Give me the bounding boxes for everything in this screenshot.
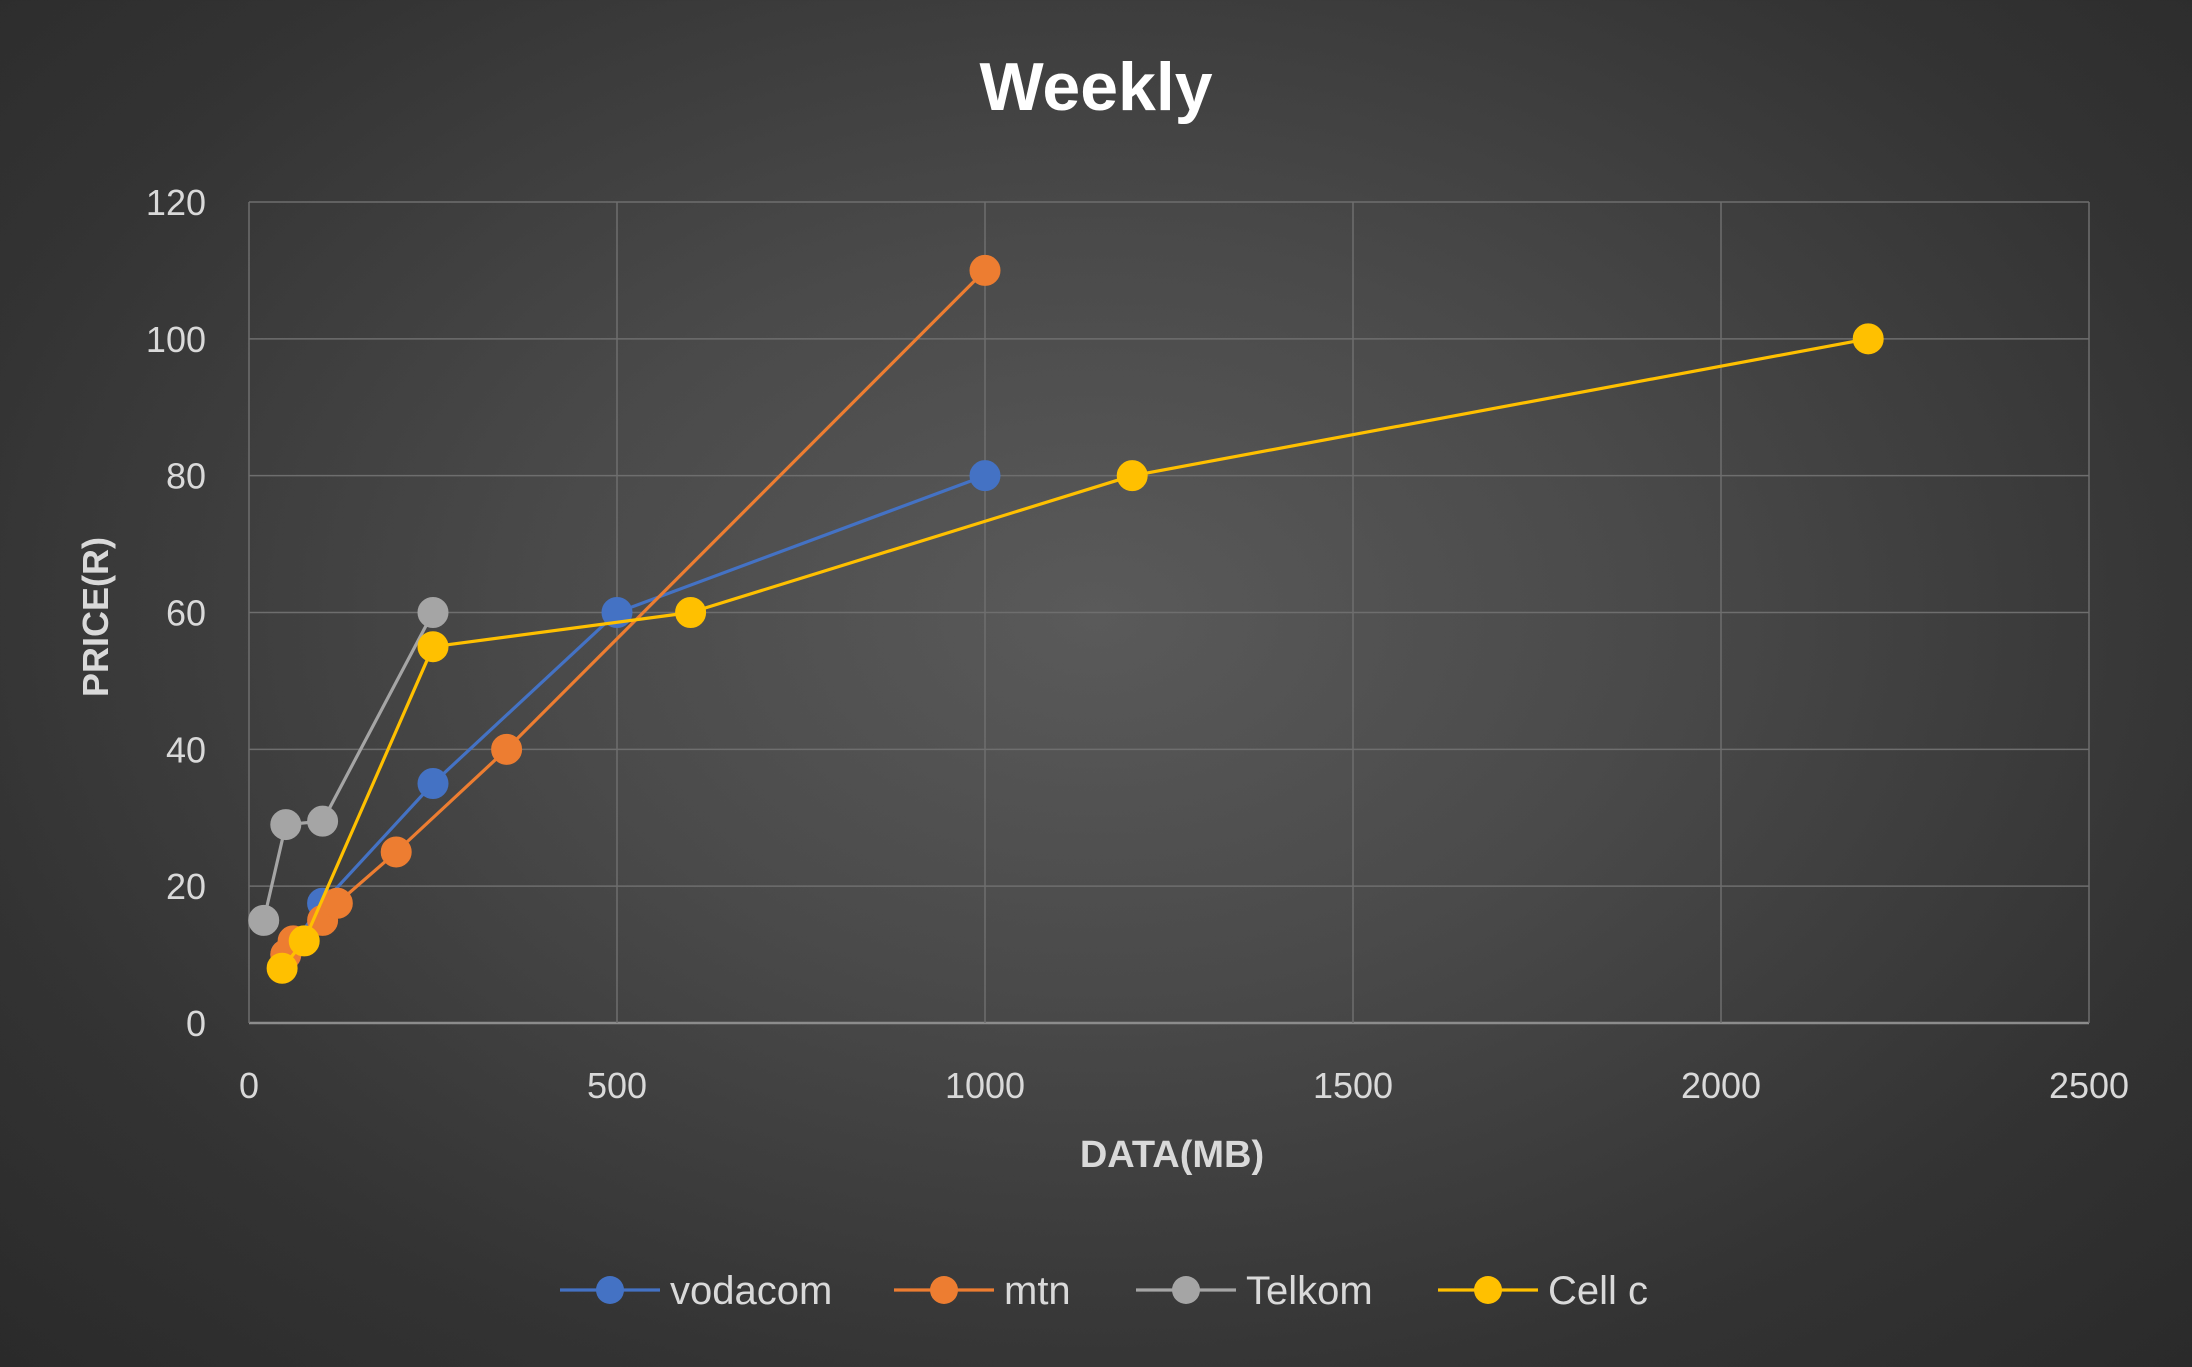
data-point-vodacom — [417, 768, 449, 800]
plot-area — [248, 254, 1884, 984]
legend-item-vodacom[interactable]: vodacom — [560, 1269, 832, 1313]
data-point-mtn — [491, 733, 523, 765]
legend-marker-mtn — [930, 1276, 958, 1304]
data-point-telkom — [248, 904, 280, 936]
data-point-telkom — [417, 597, 449, 628]
x-tick-label: 0 — [239, 1065, 259, 1106]
data-point-cell-c — [288, 925, 320, 957]
legend-item-cell-c[interactable]: Cell c — [1438, 1269, 1648, 1313]
legend-marker-telkom — [1172, 1276, 1200, 1304]
chart-title: Weekly — [979, 49, 1212, 125]
data-point-mtn — [380, 836, 412, 868]
x-tick-label: 1000 — [945, 1065, 1025, 1106]
data-point-cell-c — [675, 597, 707, 628]
series-line-vodacom — [284, 474, 986, 956]
x-tick-label: 2000 — [1681, 1065, 1761, 1106]
x-axis-title: DATA(MB) — [1080, 1134, 1264, 1176]
y-tick-label: 0 — [186, 1003, 206, 1044]
legend-item-mtn[interactable]: mtn — [894, 1269, 1071, 1313]
gridlines — [248, 201, 2090, 1025]
legend-item-telkom[interactable]: Telkom — [1136, 1269, 1373, 1313]
legend-label-mtn: mtn — [1004, 1269, 1071, 1313]
y-tick-label: 80 — [166, 456, 206, 497]
x-tick-label: 1500 — [1313, 1065, 1393, 1106]
x-tick-label: 500 — [587, 1065, 647, 1106]
axes: 0 20 40 60 80 100 120 0 500 1000 1500 2000 2500 — [146, 182, 2129, 1106]
series-line-cell-c — [280, 337, 1869, 970]
data-point-cell-c — [266, 952, 298, 984]
series-line-telkom — [262, 611, 435, 921]
legend: vodacom mtn Telkom Cell c — [560, 1269, 1648, 1313]
y-tick-label: 120 — [146, 182, 206, 223]
series-telkom — [248, 597, 449, 936]
legend-marker-cell-c — [1474, 1276, 1502, 1304]
legend-marker-vodacom — [596, 1276, 624, 1304]
data-point-telkom — [307, 805, 339, 837]
legend-label-telkom: Telkom — [1246, 1269, 1373, 1313]
data-point-mtn — [969, 254, 1001, 286]
series-cell-c — [266, 323, 1884, 984]
data-point-vodacom — [969, 460, 1001, 492]
legend-label-cell-c: Cell c — [1548, 1269, 1648, 1313]
data-point-cell-c — [417, 631, 449, 663]
y-tick-label: 20 — [166, 866, 206, 907]
x-tick-label: 2500 — [2049, 1065, 2129, 1106]
y-tick-label: 40 — [166, 729, 206, 770]
legend-label-vodacom: vodacom — [670, 1269, 832, 1313]
data-point-cell-c — [1852, 323, 1884, 355]
y-tick-label: 60 — [166, 593, 206, 634]
data-point-telkom — [270, 809, 302, 841]
data-point-cell-c — [1116, 460, 1148, 492]
y-axis-title: PRICE(R) — [75, 537, 116, 697]
y-tick-label: 100 — [146, 319, 206, 360]
